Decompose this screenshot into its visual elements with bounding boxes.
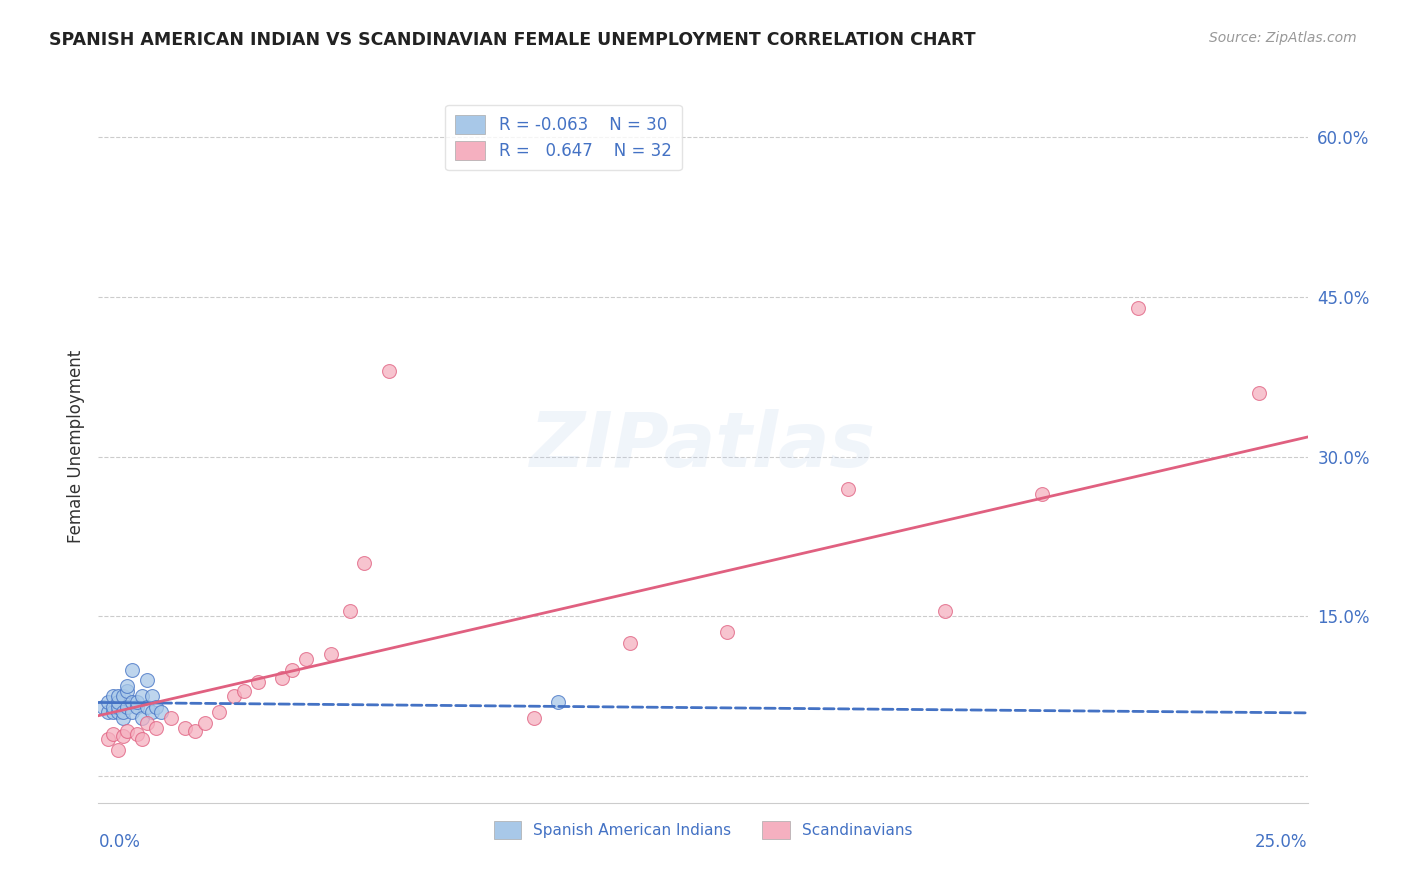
Point (141, 690, 163, 704)
Point (107, 700, 129, 714)
Point (101, 706, 124, 720)
Point (117, 700, 139, 714)
Point (150, 706, 173, 720)
Point (107, 742, 129, 756)
Point (107, 706, 129, 720)
Point (319, 647, 342, 661)
Point (194, 715, 217, 730)
Point (101, 700, 124, 714)
Point (1128, 301, 1150, 315)
Point (117, 679, 139, 693)
Point (127, 700, 149, 714)
Point (131, 710, 153, 724)
Text: Source: ZipAtlas.com: Source: ZipAtlas.com (1209, 31, 1357, 45)
Point (1031, 487, 1053, 501)
Point (135, 700, 157, 714)
Point (934, 604, 956, 618)
Point (135, 673, 157, 688)
Text: 0.0%: 0.0% (98, 833, 141, 851)
Point (121, 663, 143, 677)
Point (145, 721, 167, 735)
Point (247, 675, 270, 690)
Point (127, 726, 149, 740)
Point (271, 671, 294, 685)
Point (121, 695, 143, 709)
Point (107, 695, 129, 709)
Point (101, 690, 124, 704)
Point (117, 684, 139, 698)
Point (127, 695, 149, 709)
Point (101, 726, 124, 740)
Point (131, 731, 153, 746)
Point (97, 731, 120, 746)
Point (716, 625, 738, 640)
Point (141, 706, 163, 720)
Point (208, 706, 231, 720)
Point (353, 556, 375, 570)
Legend: Spanish American Indians, Scandinavians: Spanish American Indians, Scandinavians (488, 815, 918, 845)
Point (145, 700, 167, 714)
Point (111, 710, 134, 724)
Point (295, 652, 318, 666)
Point (97, 706, 120, 720)
Point (232, 684, 254, 698)
Point (523, 710, 546, 724)
Point (619, 636, 641, 650)
Point (837, 482, 859, 496)
Point (111, 690, 134, 704)
Text: 25.0%: 25.0% (1256, 833, 1308, 851)
Point (131, 690, 153, 704)
Point (121, 706, 143, 720)
Point (174, 721, 197, 735)
Point (111, 729, 134, 743)
Point (339, 604, 361, 618)
Point (184, 724, 207, 739)
Point (377, 364, 399, 378)
Point (97, 695, 120, 709)
Point (91, 700, 114, 714)
Point (135, 715, 157, 730)
Point (547, 695, 569, 709)
Y-axis label: Female Unemployment: Female Unemployment (66, 350, 84, 542)
Point (222, 690, 245, 704)
Point (160, 710, 183, 724)
Point (117, 724, 139, 739)
Point (111, 706, 134, 720)
Text: ZIPatlas: ZIPatlas (530, 409, 876, 483)
Point (1249, 385, 1271, 400)
Point (281, 663, 304, 677)
Point (107, 690, 129, 704)
Text: SPANISH AMERICAN INDIAN VS SCANDINAVIAN FEMALE UNEMPLOYMENT CORRELATION CHART: SPANISH AMERICAN INDIAN VS SCANDINAVIAN … (49, 31, 976, 49)
